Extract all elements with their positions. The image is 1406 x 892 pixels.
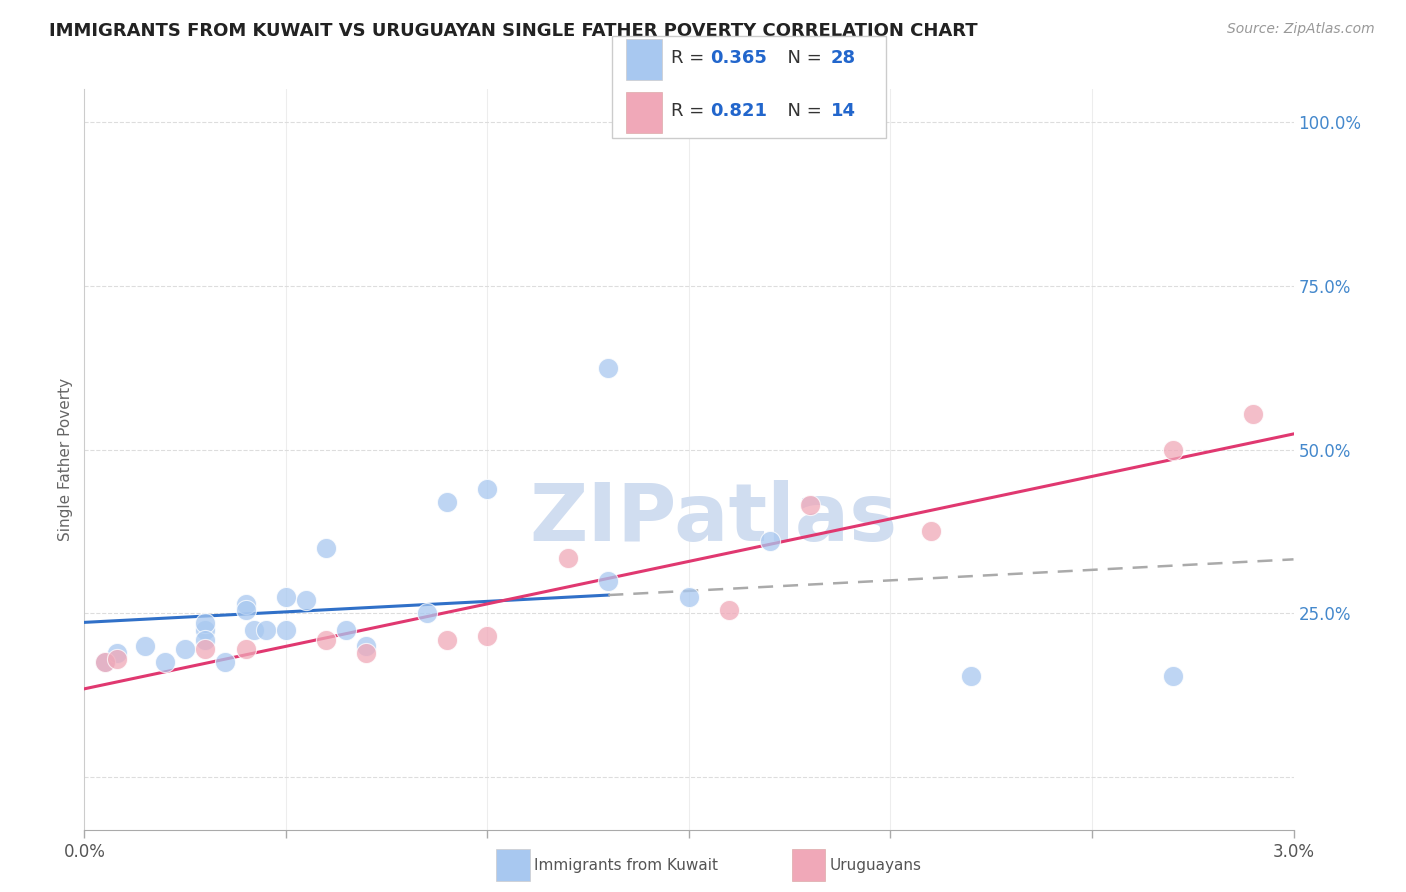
Point	[335, 623, 357, 637]
Point	[799, 498, 821, 512]
Point	[598, 360, 620, 375]
Point	[235, 597, 257, 611]
Text: Immigrants from Kuwait: Immigrants from Kuwait	[534, 858, 718, 872]
Point	[960, 668, 983, 682]
Point	[356, 646, 378, 660]
Text: Uruguayans: Uruguayans	[830, 858, 921, 872]
Point	[436, 632, 458, 647]
Text: N =: N =	[776, 49, 828, 68]
Text: 14: 14	[831, 103, 856, 120]
Point	[194, 616, 217, 631]
Point	[920, 524, 942, 539]
Point	[295, 593, 318, 607]
Point	[274, 590, 297, 604]
Point	[1161, 668, 1184, 682]
Point	[194, 623, 217, 637]
Point	[1241, 407, 1264, 421]
Point	[416, 607, 439, 621]
Y-axis label: Single Father Poverty: Single Father Poverty	[58, 378, 73, 541]
Point	[134, 639, 156, 653]
Point	[274, 623, 297, 637]
Point	[235, 642, 257, 657]
Point	[174, 642, 197, 657]
Text: IMMIGRANTS FROM KUWAIT VS URUGUAYAN SINGLE FATHER POVERTY CORRELATION CHART: IMMIGRANTS FROM KUWAIT VS URUGUAYAN SING…	[49, 22, 977, 40]
Point	[678, 590, 700, 604]
Point	[598, 574, 620, 588]
Point	[93, 656, 115, 670]
Point	[758, 534, 780, 549]
Point	[315, 541, 337, 555]
Point	[194, 642, 217, 657]
Point	[1161, 442, 1184, 457]
Point	[718, 603, 741, 617]
Point	[194, 632, 217, 647]
Point	[557, 550, 579, 565]
Text: R =: R =	[671, 103, 710, 120]
Point	[477, 482, 499, 496]
Text: ZIPatlas: ZIPatlas	[529, 480, 897, 558]
Text: R =: R =	[671, 49, 710, 68]
Text: 28: 28	[831, 49, 856, 68]
Point	[242, 623, 264, 637]
Point	[315, 632, 337, 647]
Point	[105, 646, 128, 660]
Point	[235, 603, 257, 617]
Point	[105, 652, 128, 666]
Point	[436, 495, 458, 509]
Point	[153, 656, 176, 670]
Point	[356, 639, 378, 653]
Text: 0.821: 0.821	[710, 103, 768, 120]
Point	[477, 629, 499, 643]
Text: 0.365: 0.365	[710, 49, 766, 68]
Point	[93, 656, 115, 670]
Text: Source: ZipAtlas.com: Source: ZipAtlas.com	[1227, 22, 1375, 37]
Point	[214, 656, 236, 670]
Text: N =: N =	[776, 103, 828, 120]
Point	[254, 623, 277, 637]
